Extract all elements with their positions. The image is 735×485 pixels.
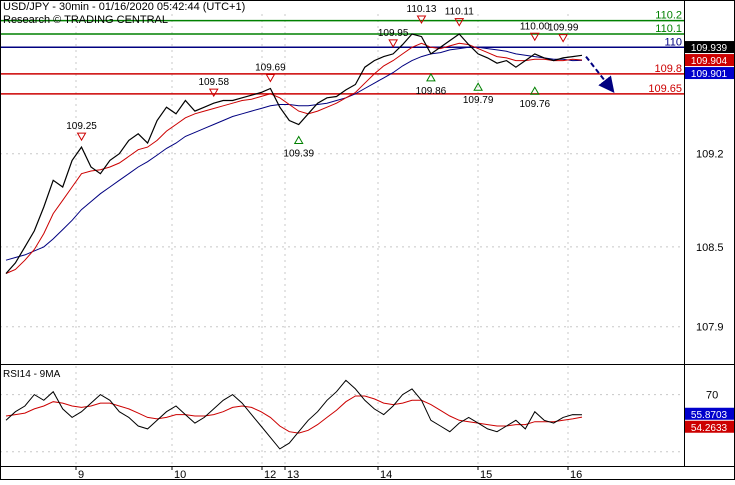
- rsi-tag-bg: [685, 407, 734, 420]
- level-label: 109.8: [654, 63, 682, 75]
- time-tick-label: 12: [264, 469, 276, 480]
- forecast-arrow: [585, 55, 615, 94]
- marker-label: 110.11: [445, 7, 475, 18]
- price-tag-bg: [685, 54, 734, 67]
- top-marker-icon: [416, 15, 427, 24]
- rsi-tick-label: 70: [706, 390, 718, 402]
- top-marker-icon: [558, 34, 568, 43]
- marker-label: 109.58: [198, 77, 229, 88]
- price-tag: 109.901: [691, 69, 728, 80]
- price-tick-label: 108.5: [696, 242, 724, 254]
- chart-source: Research © TRADING CENTRAL: [3, 14, 168, 26]
- marker-label: 109.39: [283, 148, 314, 159]
- chart-title: USD/JPY - 30min - 01/16/2020 05:42:44 (U…: [3, 1, 246, 13]
- time-tick-label: 16: [570, 469, 582, 480]
- rsi-tag-bg: [685, 420, 734, 433]
- time-tick-label: 15: [480, 469, 492, 480]
- price-tag: 109.904: [691, 56, 728, 67]
- price-tick-label: 107.9: [696, 322, 724, 334]
- marker-label: 110.00: [520, 21, 550, 32]
- marker-label: 109.95: [378, 28, 409, 39]
- rsi-tag: 55.8703: [691, 410, 728, 421]
- top-marker-icon: [529, 32, 540, 42]
- price-tag: 109.939: [691, 43, 728, 54]
- marker-label: 109.76: [519, 99, 550, 110]
- tags-layer: 109.939 109.904 109.901 55.8703 54.2633: [685, 41, 734, 434]
- bottom-marker-icon: [293, 135, 304, 144]
- fast-ma-line: [5, 42, 583, 274]
- price-tick-label: 109.2: [696, 149, 724, 161]
- marker-label: 109.99: [548, 23, 579, 34]
- level-label: 110.2: [655, 10, 682, 22]
- level-label: 110: [664, 36, 682, 48]
- top-marker-icon: [265, 74, 276, 83]
- time-tick-label: 10: [174, 469, 186, 480]
- marker-label: 110.13: [407, 4, 437, 15]
- rsi-panel-title: RSI14 - 9MA: [3, 369, 61, 380]
- price-tag-bg: [685, 67, 734, 80]
- rsi-ma-line: [5, 395, 583, 434]
- level-label: 110.1: [655, 23, 682, 35]
- marker-label: 109.25: [66, 121, 97, 132]
- top-marker-icon: [388, 39, 399, 48]
- grid-layer: [0, 14, 684, 466]
- rsi-tag: 54.2633: [691, 423, 728, 434]
- bottom-marker-icon: [473, 82, 483, 91]
- price-tag-bg: [685, 41, 734, 54]
- series-layer: [5, 33, 583, 450]
- marker-label: 109.86: [416, 86, 447, 97]
- slow-ma-line: [5, 46, 583, 261]
- top-marker-icon: [208, 88, 219, 98]
- bottom-marker-icon: [529, 86, 540, 95]
- level-label: 109.65: [648, 83, 682, 95]
- marker-label: 109.79: [463, 95, 494, 106]
- bottom-marker-icon: [426, 72, 436, 82]
- price-line: [5, 33, 583, 274]
- markers-layer: 109.25 109.58 109.69 109.39 109.95 110.13 110.…: [66, 4, 615, 159]
- time-tick-label: 13: [287, 469, 299, 480]
- rsi-line: [5, 379, 583, 450]
- time-tick-label: 9: [78, 469, 84, 480]
- time-tick-label: 14: [380, 469, 392, 480]
- top-marker-icon: [454, 18, 465, 27]
- marker-label: 109.69: [255, 63, 286, 74]
- top-marker-icon: [76, 132, 87, 142]
